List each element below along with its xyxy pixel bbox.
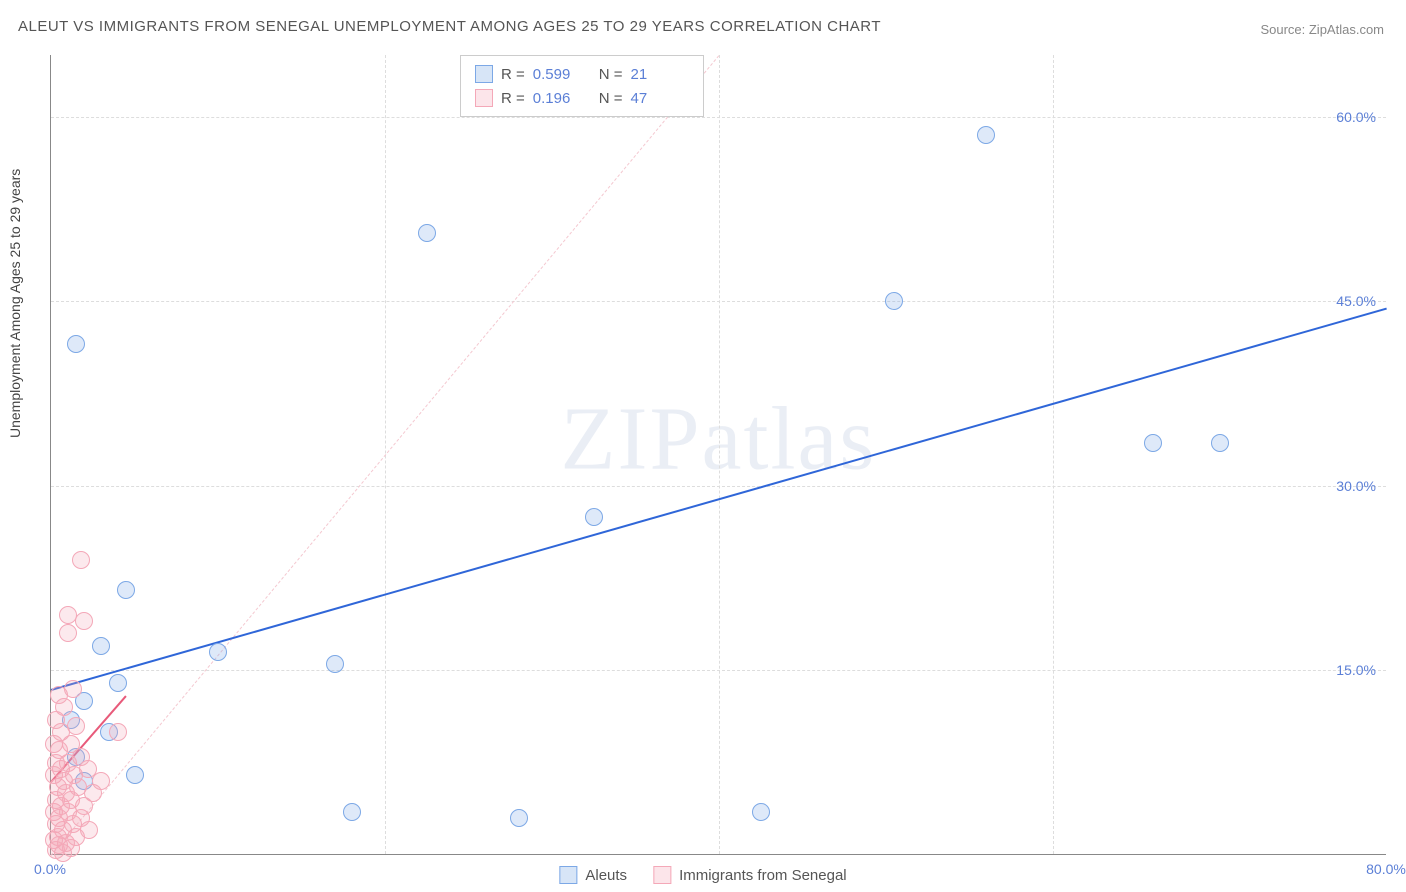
- data-point: [585, 508, 603, 526]
- data-point: [885, 292, 903, 310]
- n-label: N =: [599, 66, 623, 83]
- data-point: [326, 655, 344, 673]
- swatch-blue-icon: [559, 866, 577, 884]
- legend-series: Aleuts Immigrants from Senegal: [559, 866, 846, 884]
- data-point: [126, 766, 144, 784]
- data-point: [92, 637, 110, 655]
- data-point: [117, 581, 135, 599]
- n-value: 21: [631, 66, 689, 83]
- legend-label: Aleuts: [585, 867, 627, 884]
- data-point: [75, 612, 93, 630]
- watermark-atlas: atlas: [702, 389, 877, 488]
- data-point: [72, 551, 90, 569]
- data-point: [109, 674, 127, 692]
- data-point: [1211, 434, 1229, 452]
- legend-item-senegal: Immigrants from Senegal: [653, 866, 847, 884]
- r-label: R =: [501, 66, 525, 83]
- data-point: [59, 606, 77, 624]
- y-axis-label: Unemployment Among Ages 25 to 29 years: [7, 169, 23, 438]
- data-point: [209, 643, 227, 661]
- data-point: [54, 844, 72, 862]
- data-point: [64, 680, 82, 698]
- r-label: R =: [501, 90, 525, 107]
- data-point: [109, 723, 127, 741]
- r-value: 0.599: [533, 66, 591, 83]
- data-point: [343, 803, 361, 821]
- legend-item-aleuts: Aleuts: [559, 866, 627, 884]
- data-point: [1144, 434, 1162, 452]
- ytick-label: 60.0%: [1336, 109, 1376, 125]
- r-value: 0.196: [533, 90, 591, 107]
- data-point: [67, 335, 85, 353]
- data-point: [752, 803, 770, 821]
- data-point: [59, 624, 77, 642]
- gridline-v: [1053, 55, 1054, 854]
- legend-row-aleuts: R = 0.599 N = 21: [475, 62, 689, 86]
- legend-row-senegal: R = 0.196 N = 47: [475, 86, 689, 110]
- xtick-label: 0.0%: [34, 861, 66, 877]
- watermark-zip: ZIP: [561, 389, 702, 488]
- plot-area: ZIPatlas 15.0% 30.0% 45.0% 60.0%: [50, 55, 1386, 855]
- data-point: [510, 809, 528, 827]
- xtick-label: 80.0%: [1366, 861, 1406, 877]
- legend-correlation: R = 0.599 N = 21 R = 0.196 N = 47: [460, 55, 704, 117]
- data-point: [977, 126, 995, 144]
- n-label: N =: [599, 90, 623, 107]
- gridline-v: [719, 55, 720, 854]
- swatch-pink-icon: [475, 89, 493, 107]
- source-label: Source: ZipAtlas.com: [1260, 22, 1384, 37]
- ytick-label: 30.0%: [1336, 478, 1376, 494]
- legend-label: Immigrants from Senegal: [679, 867, 847, 884]
- data-point: [418, 224, 436, 242]
- ytick-label: 15.0%: [1336, 662, 1376, 678]
- n-value: 47: [631, 90, 689, 107]
- swatch-pink-icon: [653, 866, 671, 884]
- ytick-label: 45.0%: [1336, 293, 1376, 309]
- swatch-blue-icon: [475, 65, 493, 83]
- chart-title: ALEUT VS IMMIGRANTS FROM SENEGAL UNEMPLO…: [18, 18, 881, 35]
